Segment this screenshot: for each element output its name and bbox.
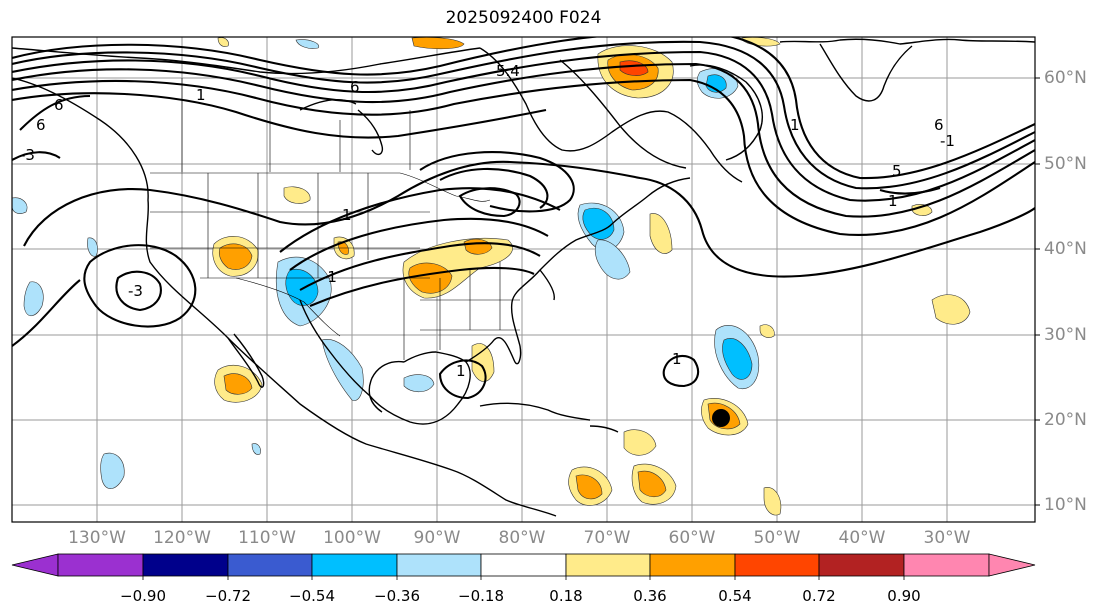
lon-label: 110°W: [238, 528, 296, 548]
colorbar-tick-label: 0.72: [802, 587, 836, 605]
lat-label: 20°N: [1044, 410, 1087, 430]
negative-anomaly-patch: [705, 74, 727, 93]
lon-label: 60°W: [668, 528, 716, 548]
colorbar-tick-label: −0.18: [458, 587, 504, 605]
contour-label: 6: [54, 96, 64, 114]
lon-label: 120°W: [153, 528, 211, 548]
colorbar-bin: [903, 553, 990, 577]
positive-anomaly-patch: [931, 294, 971, 325]
contour-label: -3: [20, 146, 35, 164]
colorbar-tick-label: 0.90: [887, 587, 921, 605]
positive-anomaly-patch: [408, 262, 453, 294]
borders: [150, 78, 520, 360]
positive-anomaly-patch: [637, 470, 667, 498]
colorbar-bin: [396, 553, 482, 577]
colorbar-bin: [311, 553, 398, 577]
negative-anomaly-patch: [251, 443, 261, 455]
contour-label: 5: [892, 162, 902, 180]
lat-label: 30°N: [1044, 325, 1087, 345]
negative-anomaly-patch: [23, 281, 44, 317]
contour-label: 6: [350, 78, 360, 96]
positive-anomaly-patch: [623, 429, 657, 456]
contour-label: 5.4: [496, 62, 520, 80]
positive-anomaly-patch: [283, 186, 311, 204]
lon-label: 80°W: [498, 528, 546, 548]
positive-anomaly-patch: [649, 213, 673, 254]
positive-anomaly-patch: [763, 487, 782, 516]
colorbar-extend-high: [988, 553, 1036, 577]
negative-anomaly-patch: [100, 452, 125, 489]
lon-label: 70°W: [583, 528, 631, 548]
colorbar-tick-label: −0.36: [374, 587, 420, 605]
lon-label: 40°W: [838, 528, 886, 548]
contour-label: 1: [196, 86, 206, 104]
colorbar-tick-label: 0.54: [718, 587, 752, 605]
lat-label: 60°N: [1044, 68, 1087, 88]
contour-label: 1: [456, 362, 466, 380]
lon-label: 100°W: [323, 528, 381, 548]
map-frame: [11, 36, 1036, 523]
lon-label: 30°W: [923, 528, 971, 548]
positive-anomaly-patch: [218, 243, 253, 270]
colorbar-bin: [142, 553, 229, 577]
contour-label: 1: [672, 350, 682, 368]
colorbar-extend-low: [11, 553, 59, 577]
contour-label: -3: [128, 282, 143, 300]
coastlines: [12, 38, 1035, 517]
lat-label: 10°N: [1044, 495, 1087, 515]
colorbar: [11, 553, 1036, 580]
positive-anomaly-patch: [575, 474, 603, 500]
contour-label: 1: [790, 116, 800, 134]
contour-label: -1: [322, 268, 337, 286]
negative-anomaly-patch: [582, 208, 615, 240]
contour-label-group: 6 5.4 1 -3 1 6 1 -1 -3 1 1 -1 6 1 5 6: [20, 62, 955, 380]
colorbar-bin: [734, 553, 820, 577]
contours: [12, 37, 1035, 400]
map-area: 6 5.4 1 -3 1 6 1 -1 -3 1 1 -1 6 1 5 6: [12, 37, 1035, 522]
colorbar-bin: [227, 553, 313, 577]
colorbar-bin: [57, 553, 144, 577]
contour-label: 6: [36, 116, 46, 134]
colorbar-tick-label: −0.90: [120, 587, 166, 605]
colorbar-bin: [818, 553, 905, 577]
colorbar-tick-label: −0.54: [289, 587, 335, 605]
lon-label: 50°W: [753, 528, 801, 548]
positive-anomaly-patch: [217, 37, 229, 47]
colorbar-tick-label: 0.36: [633, 587, 667, 605]
colorbar-tick-label: −0.72: [205, 587, 251, 605]
storm-center-marker: [712, 409, 730, 427]
tick-marks: [1035, 77, 1040, 506]
positive-anomaly-patch: [471, 343, 495, 382]
positive-anomaly-patch: [223, 373, 253, 395]
map-title: 2025092400 F024: [445, 8, 602, 28]
lat-label: 50°N: [1044, 154, 1087, 174]
negative-anomaly-patch: [403, 374, 435, 393]
colorbar-bin: [649, 553, 736, 577]
contour-label: 6: [934, 116, 944, 134]
positive-anomaly-patch: [759, 324, 775, 338]
negative-anomaly-patch: [722, 338, 753, 380]
contour-label: 1: [342, 206, 352, 224]
colorbar-tick-label: 0.18: [549, 587, 583, 605]
negative-anomaly-patch: [295, 39, 320, 49]
negative-anomaly-patch: [12, 197, 28, 214]
lon-label: 90°W: [413, 528, 461, 548]
lon-label: 130°W: [68, 528, 126, 548]
negative-anomaly-patch: [594, 239, 631, 280]
contour-label: -1: [940, 132, 955, 150]
colorbar-bin: [480, 553, 567, 577]
contour-label: 1: [888, 192, 898, 210]
lat-label: 40°N: [1044, 239, 1087, 259]
colorbar-bin: [565, 553, 651, 577]
